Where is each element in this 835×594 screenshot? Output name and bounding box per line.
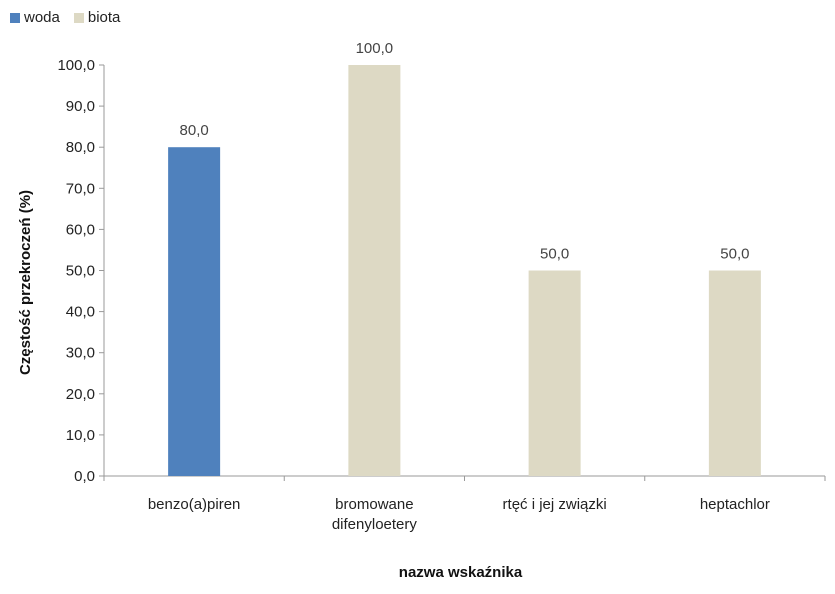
x-category-label: bromowane: [335, 496, 413, 513]
data-label: 50,0: [720, 246, 749, 263]
data-label: 80,0: [180, 122, 209, 139]
data-label: 100,0: [356, 40, 394, 57]
y-tick-label: 90,0: [66, 98, 95, 115]
x-axis-title: nazwa wskaźnika: [399, 564, 523, 581]
bar-woda: [168, 147, 221, 476]
y-tick-label: 80,0: [66, 139, 95, 156]
legend-item-woda: woda: [10, 9, 60, 26]
y-tick-label: 60,0: [66, 221, 95, 238]
y-tick-label: 70,0: [66, 180, 95, 197]
legend-item-biota: biota: [73, 9, 121, 26]
bar-biota: [348, 65, 401, 476]
data-label: 50,0: [540, 246, 569, 263]
y-tick-label: 0,0: [74, 468, 95, 485]
y-tick-label: 100,0: [57, 57, 95, 74]
y-tick-label: 30,0: [66, 345, 95, 362]
x-category-label: rtęć i jej związki: [503, 496, 607, 513]
legend-label-biota: biota: [87, 9, 121, 26]
y-axis-title: Częstość przekroczeń (%): [17, 190, 34, 375]
bar-biota: [528, 270, 581, 476]
x-category-label: benzo(a)piren: [148, 496, 241, 513]
y-tick-label: 50,0: [66, 263, 95, 280]
x-category-label: difenyloetery: [332, 516, 418, 533]
bar-biota: [708, 270, 761, 476]
y-tick-label: 10,0: [66, 427, 95, 444]
x-category-label: heptachlor: [700, 496, 770, 513]
legend: woda biota: [10, 9, 120, 26]
legend-swatch-woda: [10, 12, 20, 23]
y-tick-label: 40,0: [66, 304, 95, 321]
y-tick-label: 20,0: [66, 386, 95, 403]
legend-label-woda: woda: [24, 9, 60, 26]
legend-swatch-biota: [73, 12, 84, 23]
